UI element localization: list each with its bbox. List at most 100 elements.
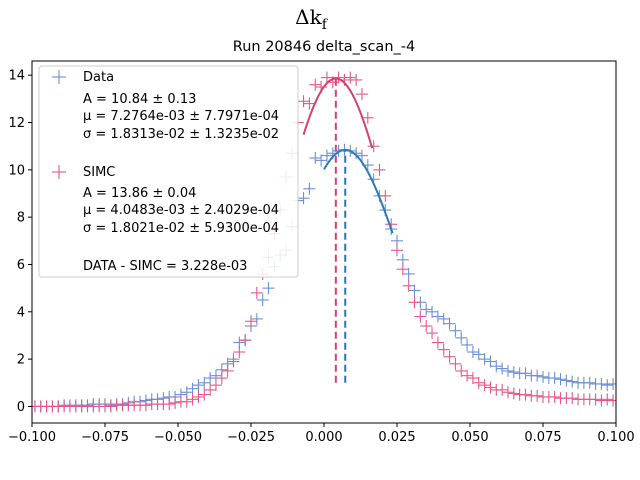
data-point-simc <box>478 379 491 392</box>
legend-simc-stat-mean: μ = 4.0483e-03 ± 2.4029e-04 <box>83 203 279 218</box>
data-point-simc <box>350 73 363 86</box>
data-point-simc <box>221 364 234 377</box>
data-point-simc <box>227 355 240 368</box>
data-point-data <box>484 355 497 368</box>
data-point-simc <box>519 388 532 401</box>
data-point-data <box>256 293 269 306</box>
legend-data-stat-sigma: σ = 1.8313e-02 ± 1.3235e-02 <box>83 127 279 142</box>
data-point-data <box>531 369 544 382</box>
data-point-data <box>566 375 579 388</box>
data-point-data <box>408 284 421 297</box>
data-point-simc <box>496 383 509 396</box>
data-point-simc <box>344 71 357 84</box>
data-point-data <box>198 376 211 389</box>
data-point-simc <box>391 244 403 257</box>
data-point-data <box>583 376 596 389</box>
data-point-simc <box>303 97 316 110</box>
suptitle-subscript: f <box>322 17 329 33</box>
data-point-simc <box>449 357 462 370</box>
data-point-simc <box>402 279 415 292</box>
x-tick-label: 0.100 <box>597 430 634 445</box>
data-point-simc <box>233 346 246 359</box>
y-tick-label: 2 <box>17 353 25 368</box>
data-point-simc <box>204 383 217 396</box>
y-tick-label: 12 <box>8 116 25 131</box>
data-point-simc <box>169 396 182 409</box>
data-point-simc <box>414 310 427 323</box>
data-point-data <box>250 312 263 325</box>
x-tick-label: 0.000 <box>305 430 342 445</box>
data-point-simc <box>461 369 474 382</box>
data-point-simc <box>309 78 322 91</box>
data-point-simc <box>239 334 252 347</box>
data-point-data <box>554 373 567 386</box>
data-point-data <box>431 310 444 323</box>
data-point-data <box>455 331 468 344</box>
data-point-simc <box>139 399 152 412</box>
data-point-data <box>490 360 503 373</box>
data-point-data <box>192 379 205 392</box>
data-point-simc <box>297 95 310 108</box>
data-point-simc <box>507 387 520 400</box>
data-point-simc <box>104 400 117 413</box>
suptitle-main: Δk <box>295 5 322 29</box>
data-point-simc <box>361 111 374 124</box>
data-point-simc <box>245 315 257 328</box>
legend: Data A = 10.84 ± 0.13 μ = 7.2764e-03 ± 7… <box>38 65 299 278</box>
data-point-simc <box>566 392 579 405</box>
x-tick-label: 0.025 <box>378 430 415 445</box>
legend-simc-plus <box>52 165 66 179</box>
data-point-simc <box>589 393 602 406</box>
legend-difference-annotation: DATA - SIMC = 3.228e-03 <box>83 259 247 274</box>
data-point-simc <box>443 350 456 363</box>
data-point-data <box>507 366 520 379</box>
data-point-simc <box>431 336 444 349</box>
data-point-data <box>204 372 217 385</box>
svg-text:Δkf: Δkf <box>295 5 329 33</box>
fit-curve-simc <box>302 77 374 149</box>
data-point-data <box>501 364 514 377</box>
data-point-data <box>443 317 456 330</box>
x-tick-label: 0.075 <box>524 430 561 445</box>
data-point-data <box>461 338 474 351</box>
data-point-data <box>186 382 199 395</box>
y-tick-label: 4 <box>17 305 25 320</box>
x-tick-label: −0.100 <box>8 430 56 445</box>
y-tick-label: 6 <box>17 258 25 273</box>
data-point-simc <box>373 163 386 176</box>
data-point-data <box>548 372 561 385</box>
data-point-simc <box>484 381 497 394</box>
legend-frame <box>38 65 299 278</box>
data-point-data <box>437 312 450 325</box>
data-point-simc <box>192 390 205 403</box>
data-point-data <box>601 379 614 392</box>
data-point-simc <box>426 327 439 340</box>
chart-title: Run 20846 delta_scan_-4 <box>233 39 415 55</box>
legend-data-label: Data <box>83 70 114 85</box>
data-point-simc <box>408 296 421 309</box>
data-point-simc <box>209 379 222 392</box>
data-point-data <box>350 147 363 160</box>
data-point-simc <box>472 376 485 389</box>
data-point-data <box>449 324 462 337</box>
data-point-simc <box>320 71 333 84</box>
data-point-simc <box>250 286 263 299</box>
data-point-data <box>560 374 573 387</box>
data-point-simc <box>332 71 345 84</box>
data-point-simc <box>163 398 176 411</box>
data-point-data <box>607 377 616 390</box>
data-point-data <box>402 267 415 280</box>
axes: −0.100 −0.075 −0.050 −0.025 0.000 0.025 0.050 0… <box>8 60 635 445</box>
data-point-data <box>262 282 275 295</box>
y-tick-label: 10 <box>8 163 25 178</box>
data-point-simc <box>396 263 409 276</box>
data-point-simc <box>466 372 479 385</box>
data-point-simc <box>437 343 450 356</box>
y-tick-label: 0 <box>17 400 25 415</box>
data-point-data <box>478 353 491 366</box>
data-point-data <box>420 303 433 316</box>
legend-data-stat-mean: μ = 7.2764e-03 ± 7.7971e-04 <box>83 109 279 124</box>
x-tick-label: −0.025 <box>227 430 275 445</box>
data-point-simc <box>420 319 433 332</box>
